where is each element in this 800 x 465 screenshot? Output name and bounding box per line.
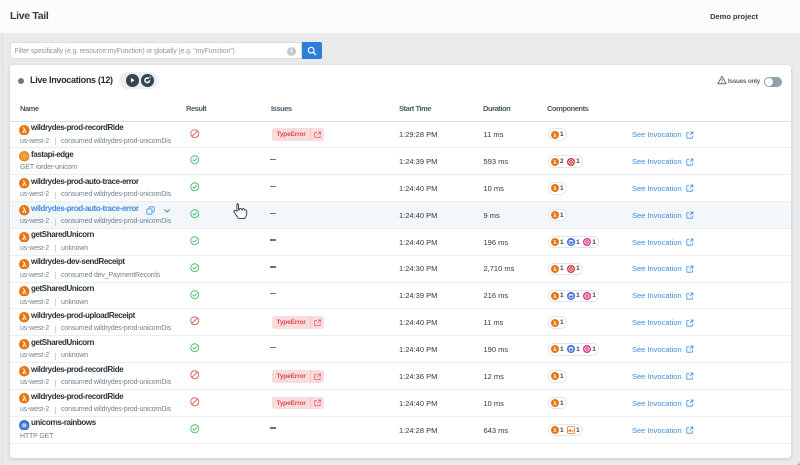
svg-text:λ: λ [22,179,26,188]
svg-text:λ: λ [22,367,26,376]
svg-text:λ: λ [22,260,26,269]
svg-text:λ: λ [553,267,557,273]
svg-text:λ: λ [553,213,557,219]
svg-text:λ: λ [553,133,557,139]
svg-text:λ: λ [22,340,26,349]
svg-text:λ: λ [22,394,26,403]
svg-text:λ: λ [553,160,557,166]
svg-text:λ: λ [22,233,26,242]
svg-text:λ: λ [553,321,557,327]
svg-text:λ: λ [553,186,557,192]
svg-text:λ: λ [553,294,557,300]
svg-text:λ: λ [553,401,557,407]
svg-text:λ: λ [22,206,26,215]
svg-text:λ: λ [22,286,26,295]
svg-text:λ: λ [553,348,557,354]
svg-text:λ: λ [22,125,26,134]
svg-text:λ: λ [553,240,557,246]
svg-text:λ: λ [553,374,557,380]
svg-text:λ: λ [22,313,26,322]
svg-text:λ: λ [553,428,557,434]
